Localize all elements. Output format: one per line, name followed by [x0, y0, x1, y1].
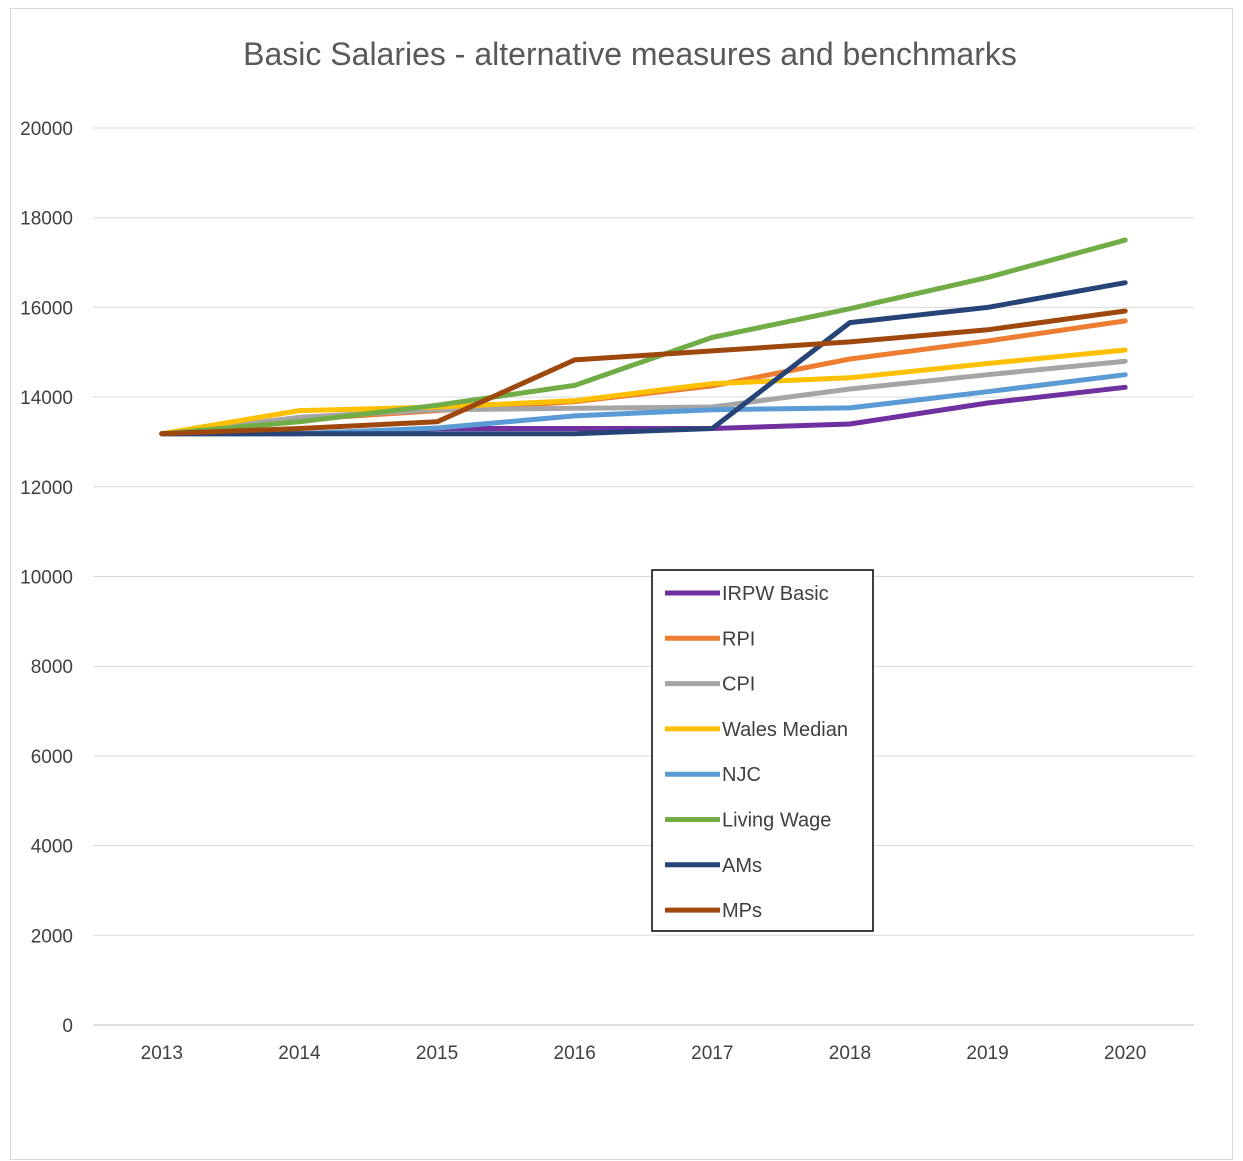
x-tick-label: 2016 [554, 1043, 596, 1064]
series-line-living-wage [159, 237, 1128, 437]
legend-box [651, 569, 874, 932]
chart-area: Basic Salaries - alternative measures an… [10, 8, 1233, 1160]
legend-label: RPI [722, 628, 755, 650]
y-tick-label: 10000 [20, 568, 73, 589]
y-tick-label: 16000 [20, 298, 73, 319]
y-tick-label: 20000 [20, 119, 73, 140]
legend-label: Wales Median [722, 719, 848, 741]
x-tick-label: 2018 [829, 1043, 871, 1064]
legend-label: MPs [722, 900, 762, 922]
series-lines [159, 237, 1128, 437]
x-axis-ticks: 2013 2014 2015 2016 2017 2018 2019 2020 [141, 1043, 1147, 1064]
y-tick-label: 2000 [31, 926, 73, 947]
x-tick-label: 2013 [141, 1043, 183, 1064]
y-tick-label: 18000 [20, 209, 73, 230]
x-tick-label: 2014 [278, 1043, 321, 1064]
line-chart: Basic Salaries - alternative measures an… [20, 36, 1194, 1064]
grid-lines [93, 127, 1194, 1026]
y-tick-label: 0 [62, 1016, 73, 1037]
series-line-mps [159, 308, 1128, 437]
x-tick-label: 2020 [1104, 1043, 1146, 1064]
y-tick-label: 14000 [20, 388, 73, 409]
y-tick-label: 4000 [31, 837, 73, 858]
x-tick-label: 2015 [416, 1043, 458, 1064]
x-tick-label: 2017 [691, 1043, 733, 1064]
legend-label: IRPW Basic [722, 583, 829, 605]
y-tick-label: 12000 [20, 478, 73, 499]
legend-label: CPI [722, 674, 755, 696]
chart-title: Basic Salaries - alternative measures an… [243, 36, 1017, 72]
y-tick-label: 6000 [31, 747, 73, 768]
legend-label: NJC [722, 764, 761, 786]
series-line-cpi [159, 358, 1128, 437]
y-tick-label: 8000 [31, 657, 73, 678]
legend-label: AMs [722, 855, 762, 877]
y-axis-ticks: 0 2000 4000 6000 8000 10000 12000 14000 16000 180… [20, 119, 73, 1037]
legend-label: Living Wage [722, 810, 831, 832]
series-line-ams [159, 280, 1128, 437]
series-line-wales-median [159, 347, 1128, 437]
x-tick-label: 2019 [966, 1043, 1008, 1064]
legend: IRPW Basic RPI CPI Wales Median NJC Living Wa… [651, 569, 874, 932]
